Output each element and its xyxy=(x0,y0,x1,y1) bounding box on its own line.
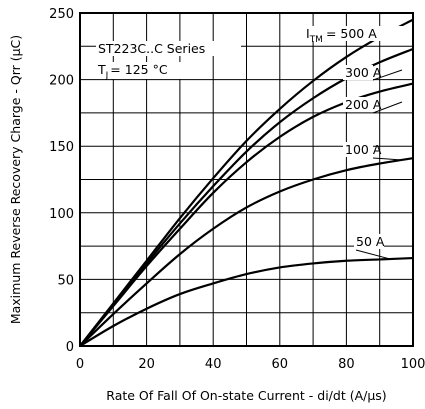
x-tick-label: 60 xyxy=(272,357,289,372)
tj-subscript: J xyxy=(105,71,109,81)
series-labels: ITM = 500 A 300 A 200 A 100 A 50 A xyxy=(304,26,408,260)
tj-label-background xyxy=(96,62,196,79)
series-label: ITM = 500 A xyxy=(306,26,377,45)
series-label: 100 A xyxy=(345,142,382,157)
series-label: 50 A xyxy=(356,234,385,249)
series-title: ST223C..C Series xyxy=(98,41,205,56)
y-axis-label: Maximum Reverse Recovery Charge - Qrr (µ… xyxy=(8,35,23,324)
y-tick-label: 200 xyxy=(49,74,74,89)
series-label-leader xyxy=(355,249,391,260)
series-label-background xyxy=(343,97,373,112)
series-line xyxy=(79,18,414,347)
plot-frame xyxy=(79,12,414,347)
series-line xyxy=(79,256,414,347)
itm-subscript: TM xyxy=(309,35,323,45)
y-tick-label: 150 xyxy=(49,140,74,155)
series-label-background xyxy=(304,26,408,41)
x-tick-labels: 0 20 40 60 80 100 xyxy=(76,357,425,372)
series-name: = 500 A xyxy=(326,26,377,41)
series-label-background xyxy=(343,142,373,157)
x-axis-label: Rate Of Fall Of On-state Current - di/dt… xyxy=(106,388,386,403)
series-label-background xyxy=(354,234,384,249)
series-line xyxy=(79,157,414,347)
junction-temperature-label: TJ = 125 °C xyxy=(97,62,168,81)
y-tick-label: 50 xyxy=(57,273,74,288)
series-title-background xyxy=(96,41,241,56)
x-tick-label: 80 xyxy=(338,357,355,372)
series-label-leader xyxy=(372,157,403,161)
series-label: 200 A xyxy=(345,97,382,112)
x-tick-label: 40 xyxy=(205,357,222,372)
series-label-leader xyxy=(372,69,403,81)
series-curves xyxy=(79,18,414,347)
tj-value: = 125 °C xyxy=(110,62,168,77)
itm-prefix: I xyxy=(306,26,310,41)
y-tick-label: 0 xyxy=(66,340,74,355)
x-tick-label: 100 xyxy=(401,357,425,372)
x-tick-label: 0 xyxy=(76,357,84,372)
y-tick-label: 250 xyxy=(49,7,74,22)
series-label-leader xyxy=(372,101,403,114)
tj-prefix: T xyxy=(97,62,106,77)
series-label-background xyxy=(343,65,373,80)
x-tick-label: 20 xyxy=(138,357,155,372)
series-label: 300 A xyxy=(345,65,382,80)
y-tick-label: 100 xyxy=(49,207,74,222)
y-tick-labels: 0 50 100 150 200 250 xyxy=(49,7,74,355)
